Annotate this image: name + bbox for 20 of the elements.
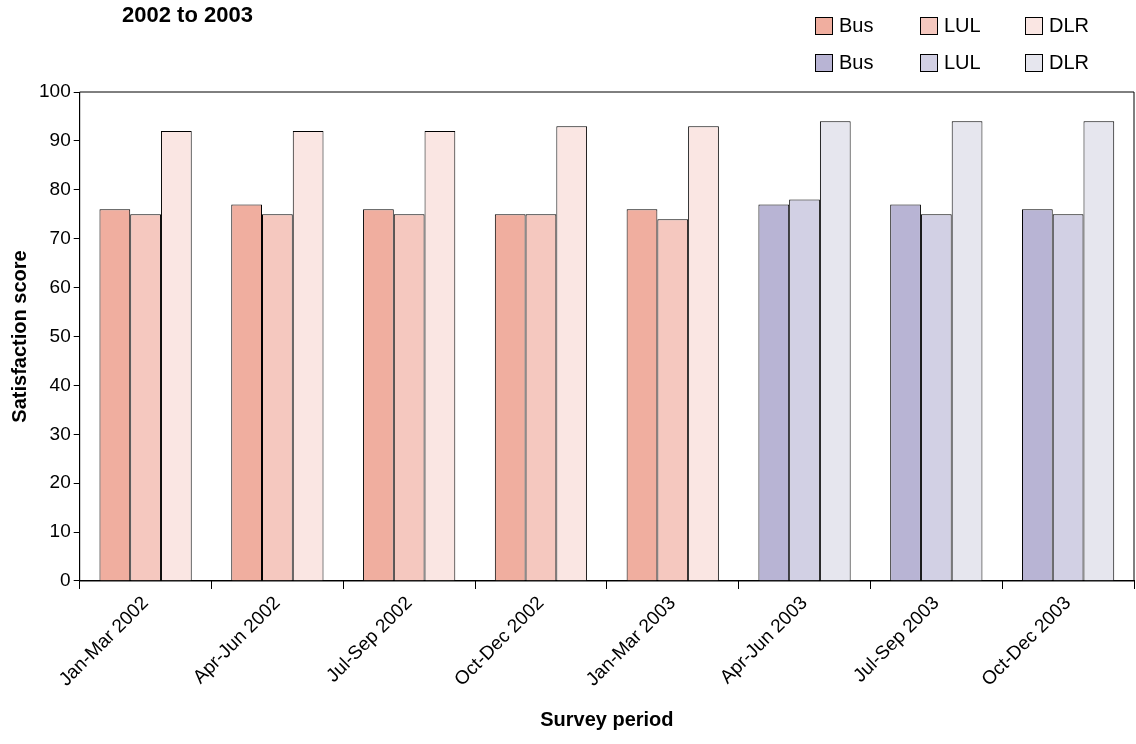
legend-label: DLR	[1049, 51, 1090, 74]
y-tick-label: 50	[49, 324, 71, 346]
y-tick-label: 100	[39, 80, 71, 102]
x-axis-title: Survey period	[540, 707, 674, 730]
y-tick-label: 0	[60, 569, 71, 591]
y-tick-label: 60	[49, 275, 71, 297]
legend-label: DLR	[1049, 14, 1090, 37]
legend-label: LUL	[944, 14, 981, 37]
y-tick-label: 70	[49, 226, 71, 248]
y-tick-label: 30	[49, 422, 71, 444]
y-tick-label: 10	[49, 520, 71, 542]
legend-label: Bus	[839, 14, 874, 37]
legend-label: LUL	[944, 51, 981, 74]
y-axis-title: Satisfaction score	[7, 250, 30, 423]
y-tick-label: 20	[49, 471, 71, 493]
y-tick-label: 80	[49, 178, 71, 200]
legend-label: Bus	[839, 51, 874, 74]
y-tick-label: 40	[49, 373, 71, 395]
y-tick-label: 90	[49, 129, 71, 151]
chart-title: 2002 to 2003	[122, 2, 253, 28]
